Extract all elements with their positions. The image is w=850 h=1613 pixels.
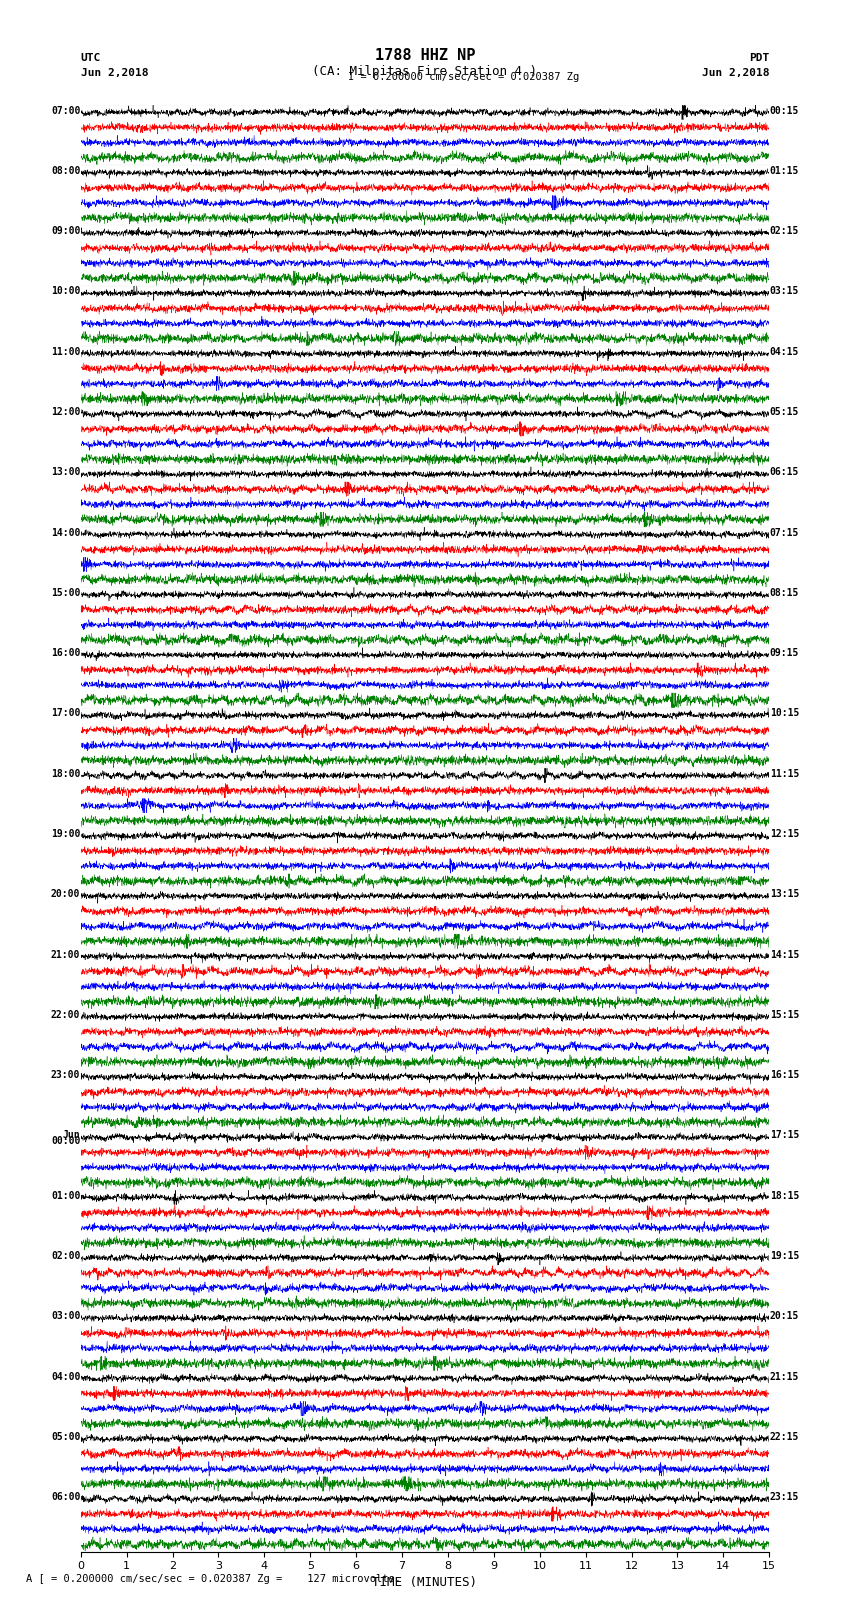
Text: 07:15: 07:15 — [770, 527, 799, 537]
Text: 08:00: 08:00 — [51, 166, 80, 176]
Text: 11:15: 11:15 — [770, 769, 799, 779]
Text: 06:15: 06:15 — [770, 468, 799, 477]
Text: 01:15: 01:15 — [770, 166, 799, 176]
Text: 01:00: 01:00 — [51, 1190, 80, 1200]
Text: I = 0.200000 cm/sec/sec = 0.020387 Zg: I = 0.200000 cm/sec/sec = 0.020387 Zg — [348, 73, 580, 82]
X-axis label: TIME (MINUTES): TIME (MINUTES) — [372, 1576, 478, 1589]
Text: 09:00: 09:00 — [51, 226, 80, 235]
Text: 21:15: 21:15 — [770, 1371, 799, 1382]
Text: 15:15: 15:15 — [770, 1010, 799, 1019]
Text: 07:00: 07:00 — [51, 105, 80, 116]
Text: UTC: UTC — [81, 53, 101, 63]
Text: Jun: Jun — [63, 1129, 80, 1140]
Text: 22:00: 22:00 — [51, 1010, 80, 1019]
Text: 03:15: 03:15 — [770, 287, 799, 297]
Text: 12:15: 12:15 — [770, 829, 799, 839]
Text: 11:00: 11:00 — [51, 347, 80, 356]
Text: 21:00: 21:00 — [51, 950, 80, 960]
Text: 17:15: 17:15 — [770, 1131, 799, 1140]
Text: 19:00: 19:00 — [51, 829, 80, 839]
Text: 13:00: 13:00 — [51, 468, 80, 477]
Text: 02:00: 02:00 — [51, 1252, 80, 1261]
Text: 09:15: 09:15 — [770, 648, 799, 658]
Text: 20:00: 20:00 — [51, 889, 80, 900]
Text: Jun 2,2018: Jun 2,2018 — [702, 68, 769, 77]
Text: A [ = 0.200000 cm/sec/sec = 0.020387 Zg =    127 microvolts.: A [ = 0.200000 cm/sec/sec = 0.020387 Zg … — [26, 1574, 400, 1584]
Text: 03:00: 03:00 — [51, 1311, 80, 1321]
Text: 13:15: 13:15 — [770, 889, 799, 900]
Text: 00:00: 00:00 — [51, 1136, 80, 1145]
Text: 05:15: 05:15 — [770, 406, 799, 418]
Text: 16:00: 16:00 — [51, 648, 80, 658]
Text: 19:15: 19:15 — [770, 1252, 799, 1261]
Text: 23:15: 23:15 — [770, 1492, 799, 1502]
Text: 04:00: 04:00 — [51, 1371, 80, 1382]
Text: 05:00: 05:00 — [51, 1432, 80, 1442]
Text: 18:00: 18:00 — [51, 769, 80, 779]
Text: PDT: PDT — [749, 53, 769, 63]
Text: 04:15: 04:15 — [770, 347, 799, 356]
Text: (CA: Milpitas Fire Station 4 ): (CA: Milpitas Fire Station 4 ) — [313, 65, 537, 77]
Text: 10:00: 10:00 — [51, 287, 80, 297]
Text: 23:00: 23:00 — [51, 1069, 80, 1081]
Text: 17:00: 17:00 — [51, 708, 80, 718]
Text: 02:15: 02:15 — [770, 226, 799, 235]
Text: 20:15: 20:15 — [770, 1311, 799, 1321]
Text: 12:00: 12:00 — [51, 406, 80, 418]
Text: 08:15: 08:15 — [770, 587, 799, 598]
Text: 16:15: 16:15 — [770, 1069, 799, 1081]
Text: 1788 HHZ NP: 1788 HHZ NP — [375, 48, 475, 63]
Text: 22:15: 22:15 — [770, 1432, 799, 1442]
Text: 06:00: 06:00 — [51, 1492, 80, 1502]
Text: 00:15: 00:15 — [770, 105, 799, 116]
Text: 15:00: 15:00 — [51, 587, 80, 598]
Text: 14:00: 14:00 — [51, 527, 80, 537]
Text: 18:15: 18:15 — [770, 1190, 799, 1200]
Text: 14:15: 14:15 — [770, 950, 799, 960]
Text: 10:15: 10:15 — [770, 708, 799, 718]
Text: Jun 2,2018: Jun 2,2018 — [81, 68, 148, 77]
